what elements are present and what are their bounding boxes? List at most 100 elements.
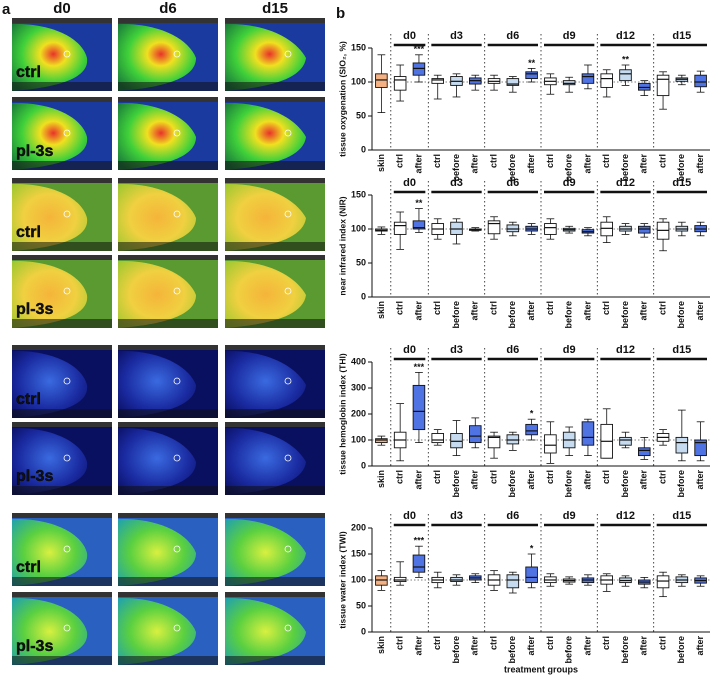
image-footer <box>225 577 325 586</box>
image-footer <box>225 656 325 665</box>
image-footer <box>118 577 218 586</box>
x-tick-label: after <box>526 470 536 490</box>
image-footer <box>225 409 325 418</box>
box <box>619 69 632 82</box>
x-tick-label: after <box>413 154 423 174</box>
x-tick-label: ctrl <box>395 154 405 168</box>
x-tick-label: ctrl <box>545 154 555 168</box>
x-tick-label: ctrl <box>657 154 667 168</box>
image-header <box>225 18 325 23</box>
image-marker <box>284 454 292 462</box>
image-header <box>12 592 112 597</box>
x-tick-label: ctrl <box>395 301 405 315</box>
image-tissue <box>225 183 306 251</box>
box <box>487 435 501 449</box>
group-label: d6 <box>506 510 519 522</box>
y-tick-label: 100 <box>351 76 366 86</box>
x-tick-label: before <box>507 301 517 329</box>
y-tick-label: 100 <box>351 434 366 444</box>
x-tick-label: ctrl <box>657 301 667 315</box>
y-tick-label: 100 <box>351 574 366 584</box>
box <box>393 76 407 91</box>
image-marker <box>284 624 292 632</box>
image-header <box>225 592 325 597</box>
row-label: pl-3s <box>16 143 53 160</box>
x-tick-label: after <box>470 154 480 174</box>
box <box>431 433 444 444</box>
box <box>506 574 520 589</box>
group-label: d15 <box>672 510 691 522</box>
y-tick-label: 50 <box>356 110 366 120</box>
significance-label: *** <box>414 362 425 372</box>
box <box>638 82 651 91</box>
x-tick-label: before <box>451 636 461 664</box>
y-axis-label: near infrared index (NIR) <box>337 196 347 295</box>
image-marker <box>63 129 71 137</box>
image-marker <box>173 624 181 632</box>
box <box>581 421 595 446</box>
image-marker <box>284 50 292 58</box>
x-tick-label: before <box>620 636 630 664</box>
image-header <box>118 97 218 102</box>
group-label: d9 <box>563 30 576 42</box>
image-footer <box>225 161 325 170</box>
y-tick-label: 50 <box>356 600 366 610</box>
column-label: d6 <box>159 0 177 17</box>
image-footer <box>12 577 112 586</box>
box <box>412 220 426 230</box>
image-tissue <box>225 23 306 92</box>
x-tick-label: after <box>470 301 480 321</box>
x-tick-label: before <box>507 154 517 182</box>
image-header <box>118 422 218 427</box>
box <box>656 74 670 97</box>
x-tick-label: ctrl <box>432 636 442 650</box>
image-header <box>225 345 325 350</box>
image-marker <box>63 545 71 553</box>
x-tick-label: ctrl <box>432 154 442 168</box>
y-tick-label: 100 <box>351 223 366 233</box>
image-marker <box>63 454 71 462</box>
image-tissue <box>12 102 88 170</box>
group-label: d15 <box>672 344 691 356</box>
x-tick-label: after <box>413 470 423 490</box>
x-tick-label: skin <box>376 470 386 488</box>
x-tick-label: after <box>639 636 649 656</box>
x-tick-label: before <box>564 301 574 329</box>
image-footer <box>225 242 325 251</box>
box <box>562 80 576 86</box>
box <box>412 384 426 431</box>
x-tick-label: after <box>582 470 592 490</box>
x-tick-label: before <box>620 470 630 498</box>
box <box>506 434 520 445</box>
image-tissue <box>118 597 196 665</box>
y-tick-label: 150 <box>351 548 366 558</box>
row-label: pl-3s <box>16 468 53 485</box>
box <box>544 223 557 235</box>
image-footer <box>12 161 112 170</box>
box <box>431 78 444 84</box>
image-header <box>118 345 218 350</box>
group-label: d0 <box>403 177 416 189</box>
image-footer <box>225 319 325 328</box>
box <box>375 73 388 88</box>
image-header <box>12 255 112 260</box>
x-tick-label: ctrl <box>395 636 405 650</box>
image-marker <box>63 287 71 295</box>
x-tick-label: ctrl <box>545 636 555 650</box>
y-tick-label: 150 <box>351 189 366 199</box>
image-tissue <box>118 518 196 586</box>
y-tick-label: 150 <box>351 42 366 52</box>
y-tick-label: 400 <box>351 356 366 366</box>
x-tick-label: after <box>526 301 536 321</box>
significance-label: ** <box>415 198 423 208</box>
image-footer <box>118 486 218 495</box>
box <box>412 62 426 76</box>
x-tick-label: skin <box>376 301 386 319</box>
row-label: ctrl <box>16 391 41 408</box>
group-label: d12 <box>616 177 635 189</box>
x-axis-label: treatment groups <box>504 664 578 674</box>
box <box>619 436 632 446</box>
x-tick-label: after <box>639 154 649 174</box>
x-tick-label: before <box>507 470 517 498</box>
image-marker <box>173 454 181 462</box>
